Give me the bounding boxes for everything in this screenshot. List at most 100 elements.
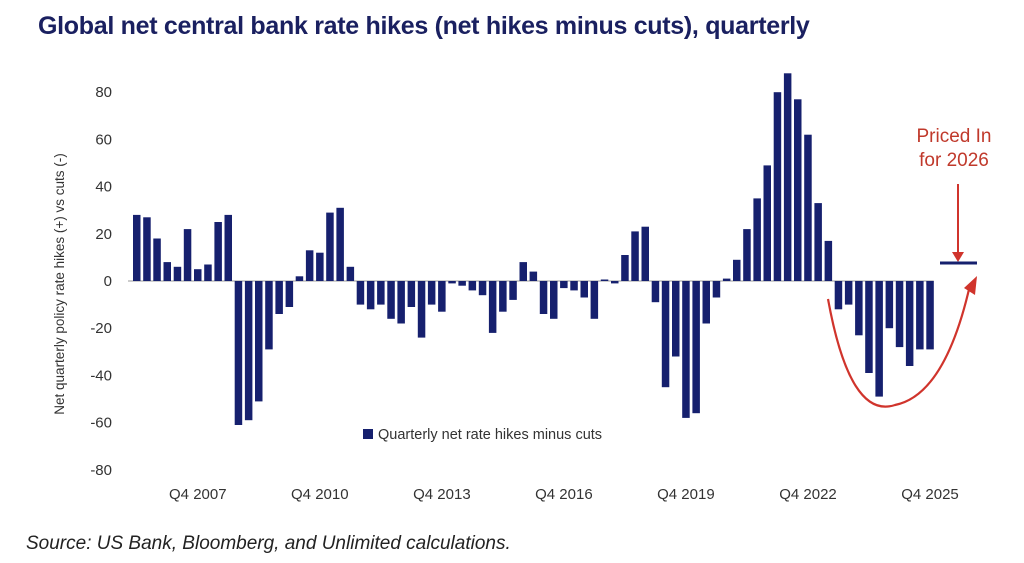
bar (560, 281, 568, 289)
annotation-line-1: Priced In (917, 126, 992, 147)
y-tick-label: -60 (90, 415, 112, 432)
bar (824, 240, 833, 281)
legend-swatch (363, 429, 373, 439)
bar (265, 281, 273, 350)
bar (539, 281, 548, 314)
bar (458, 281, 466, 286)
bar (702, 281, 710, 324)
bar (305, 250, 314, 281)
y-tick-label: 20 (95, 226, 112, 243)
bar (194, 269, 202, 281)
bar (794, 99, 802, 281)
bar (133, 214, 141, 281)
bar (214, 222, 222, 281)
legend: Quarterly net rate hikes minus cuts (363, 427, 602, 443)
bar (316, 252, 324, 281)
bar (621, 255, 629, 281)
bar (204, 264, 212, 281)
bar (651, 281, 660, 303)
bar (224, 214, 232, 281)
bar (509, 281, 517, 300)
y-tick-label: -80 (90, 462, 112, 479)
bar (387, 281, 395, 319)
y-tick-label: 60 (95, 131, 112, 148)
bar (692, 281, 700, 414)
x-tick-label: Q4 2010 (291, 486, 349, 503)
bar (875, 281, 883, 397)
bar (377, 281, 385, 305)
bar (336, 207, 344, 281)
bar (743, 229, 751, 281)
bar (346, 266, 355, 281)
bar (295, 276, 304, 281)
bar (173, 266, 182, 281)
bar (397, 281, 405, 324)
priced-in-annotation: Priced In for 2026 (826, 126, 992, 408)
bar (366, 281, 375, 310)
y-axis: 80 60 40 20 0 -20 -40 -60 -80 (90, 84, 112, 479)
bar (407, 281, 416, 307)
x-tick-label: Q4 2007 (169, 486, 227, 503)
x-tick-label: Q4 2013 (413, 486, 471, 503)
bar (722, 278, 731, 281)
bar (804, 134, 812, 281)
legend-label: Quarterly net rate hikes minus cuts (378, 427, 602, 443)
bar (163, 262, 171, 281)
bar (916, 281, 924, 350)
bar (417, 281, 426, 338)
bar (550, 281, 558, 319)
bar (753, 198, 761, 281)
y-tick-label: 80 (95, 84, 112, 101)
bar (905, 281, 914, 366)
arrowhead-icon (952, 252, 964, 262)
bar (570, 281, 578, 291)
bar (499, 281, 507, 312)
chart-title: Global net central bank rate hikes (net … (38, 12, 810, 40)
bar (326, 212, 334, 281)
annotation-line-2: for 2026 (919, 150, 989, 171)
bar (488, 281, 497, 333)
x-tick-label: Q4 2022 (779, 486, 837, 503)
bar (844, 281, 853, 305)
bar (234, 281, 243, 425)
source-note: Source: US Bank, Bloomberg, and Unlimite… (26, 533, 511, 554)
bar (275, 281, 283, 314)
bar (631, 231, 639, 281)
x-tick-label: Q4 2025 (901, 486, 959, 503)
bar (855, 281, 863, 336)
bar (427, 281, 436, 305)
bar (478, 281, 487, 296)
bar (814, 203, 822, 281)
bar (773, 92, 782, 281)
bar (672, 281, 680, 357)
x-axis: Q4 2007 Q4 2010 Q4 2013 Q4 2016 Q4 2019 Q4 20… (169, 486, 959, 503)
bar (255, 281, 263, 402)
bar (600, 279, 609, 281)
y-tick-label: -20 (90, 320, 112, 337)
bar (926, 281, 934, 350)
bar (438, 281, 446, 312)
bar (661, 281, 670, 388)
bar (143, 217, 151, 281)
bar (519, 262, 527, 281)
bar (733, 259, 741, 281)
curved-arrow-icon (826, 284, 972, 408)
bar (834, 281, 843, 310)
y-axis-label: Net quarterly policy rate hikes (+) vs c… (52, 153, 67, 414)
bar (356, 281, 365, 305)
bar (244, 281, 253, 421)
bar (448, 281, 456, 284)
bar (885, 281, 894, 329)
bar (865, 281, 873, 373)
bar (285, 281, 294, 307)
bar (783, 73, 792, 281)
y-tick-label: 40 (95, 179, 112, 196)
bar (641, 226, 649, 281)
bar (611, 281, 619, 284)
bar (590, 281, 599, 319)
bar (712, 281, 721, 298)
bar (153, 238, 161, 281)
bar (468, 281, 477, 291)
y-tick-label: 0 (104, 273, 112, 290)
